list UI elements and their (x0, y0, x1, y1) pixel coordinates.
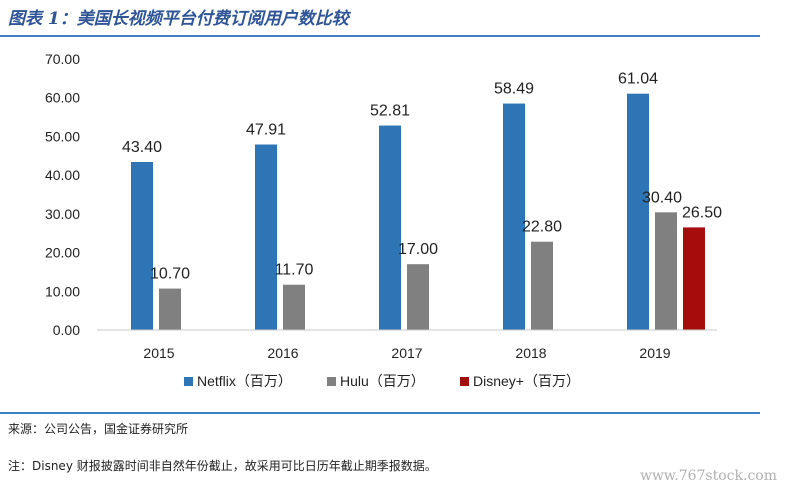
x-tick-label: 2015 (143, 345, 174, 361)
legend-label: Netflix（百万） (197, 373, 292, 389)
data-label: 30.40 (642, 189, 682, 206)
x-tick-label: 2016 (267, 345, 298, 361)
x-tick-label: 2017 (391, 345, 422, 361)
watermark: www.767stock.com (639, 468, 777, 484)
bar-2019-series-2 (655, 212, 677, 330)
data-label: 61.04 (618, 71, 658, 88)
plot-area: 43.40 10.70 47.91 11.70 52.81 17.00 58.49 22.80… (122, 71, 722, 330)
bar-2017-series-1 (379, 125, 401, 330)
data-label: 10.70 (150, 266, 190, 283)
y-tick-label: 30.00 (45, 206, 80, 222)
data-label: 58.49 (494, 81, 534, 98)
legend-swatch (184, 377, 193, 386)
y-tick-label: 20.00 (45, 245, 80, 261)
data-label: 43.40 (122, 139, 162, 156)
bar-2019-series-1 (627, 93, 649, 330)
chart-title: 图表 1：美国长视频平台付费订阅用户数比较 (8, 9, 349, 29)
y-tick-label: 70.00 (45, 51, 80, 67)
bar-2016-series-1 (255, 144, 277, 330)
y-tick-label: 0.00 (53, 322, 80, 338)
source-note: 来源：公司公告，国金证券研究所 (8, 422, 189, 436)
footnote: 注：Disney 财报披露时间非自然年份截止，故采用可比日历年截止期季报数据。 (8, 459, 437, 473)
title-divider (0, 35, 760, 37)
legend-label: Hulu（百万） (340, 373, 425, 389)
bar-2016-series-2 (283, 284, 305, 330)
data-label: 22.80 (522, 219, 562, 236)
y-tick-label: 40.00 (45, 167, 80, 183)
data-label: 52.81 (370, 103, 410, 120)
x-axis: 2015 2016 2017 2018 2019 (97, 329, 717, 361)
y-axis: 0.00 10.00 20.00 30.00 40.00 50.00 60.00 70.00 (45, 51, 80, 338)
legend-swatch (460, 377, 469, 386)
data-label: 11.70 (275, 262, 314, 279)
bar-2015-series-1 (131, 161, 153, 330)
legend-swatch (327, 377, 336, 386)
bar-2018-series-1 (503, 103, 525, 330)
legend: Netflix（百万） Hulu（百万） Disney+（百万） (184, 373, 580, 389)
bar-2015-series-2 (159, 288, 181, 330)
y-tick-label: 60.00 (45, 90, 80, 106)
bar-chart: 0.0010.0020.0030.0040.0050.0060.0070.00 … (45, 51, 722, 389)
data-label: 17.00 (398, 241, 438, 258)
bar-2017-series-2 (407, 264, 429, 330)
x-tick-label: 2019 (639, 345, 670, 361)
bar-2018-series-2 (531, 241, 553, 330)
bar-2019-series-3 (683, 227, 705, 330)
footer-divider (0, 412, 760, 414)
legend-label: Disney+（百万） (473, 373, 580, 389)
y-tick-label: 10.00 (45, 283, 80, 299)
data-label: 47.91 (246, 122, 286, 139)
x-tick-label: 2018 (515, 345, 546, 361)
data-label: 26.50 (682, 204, 722, 221)
y-tick-label: 50.00 (45, 128, 80, 144)
